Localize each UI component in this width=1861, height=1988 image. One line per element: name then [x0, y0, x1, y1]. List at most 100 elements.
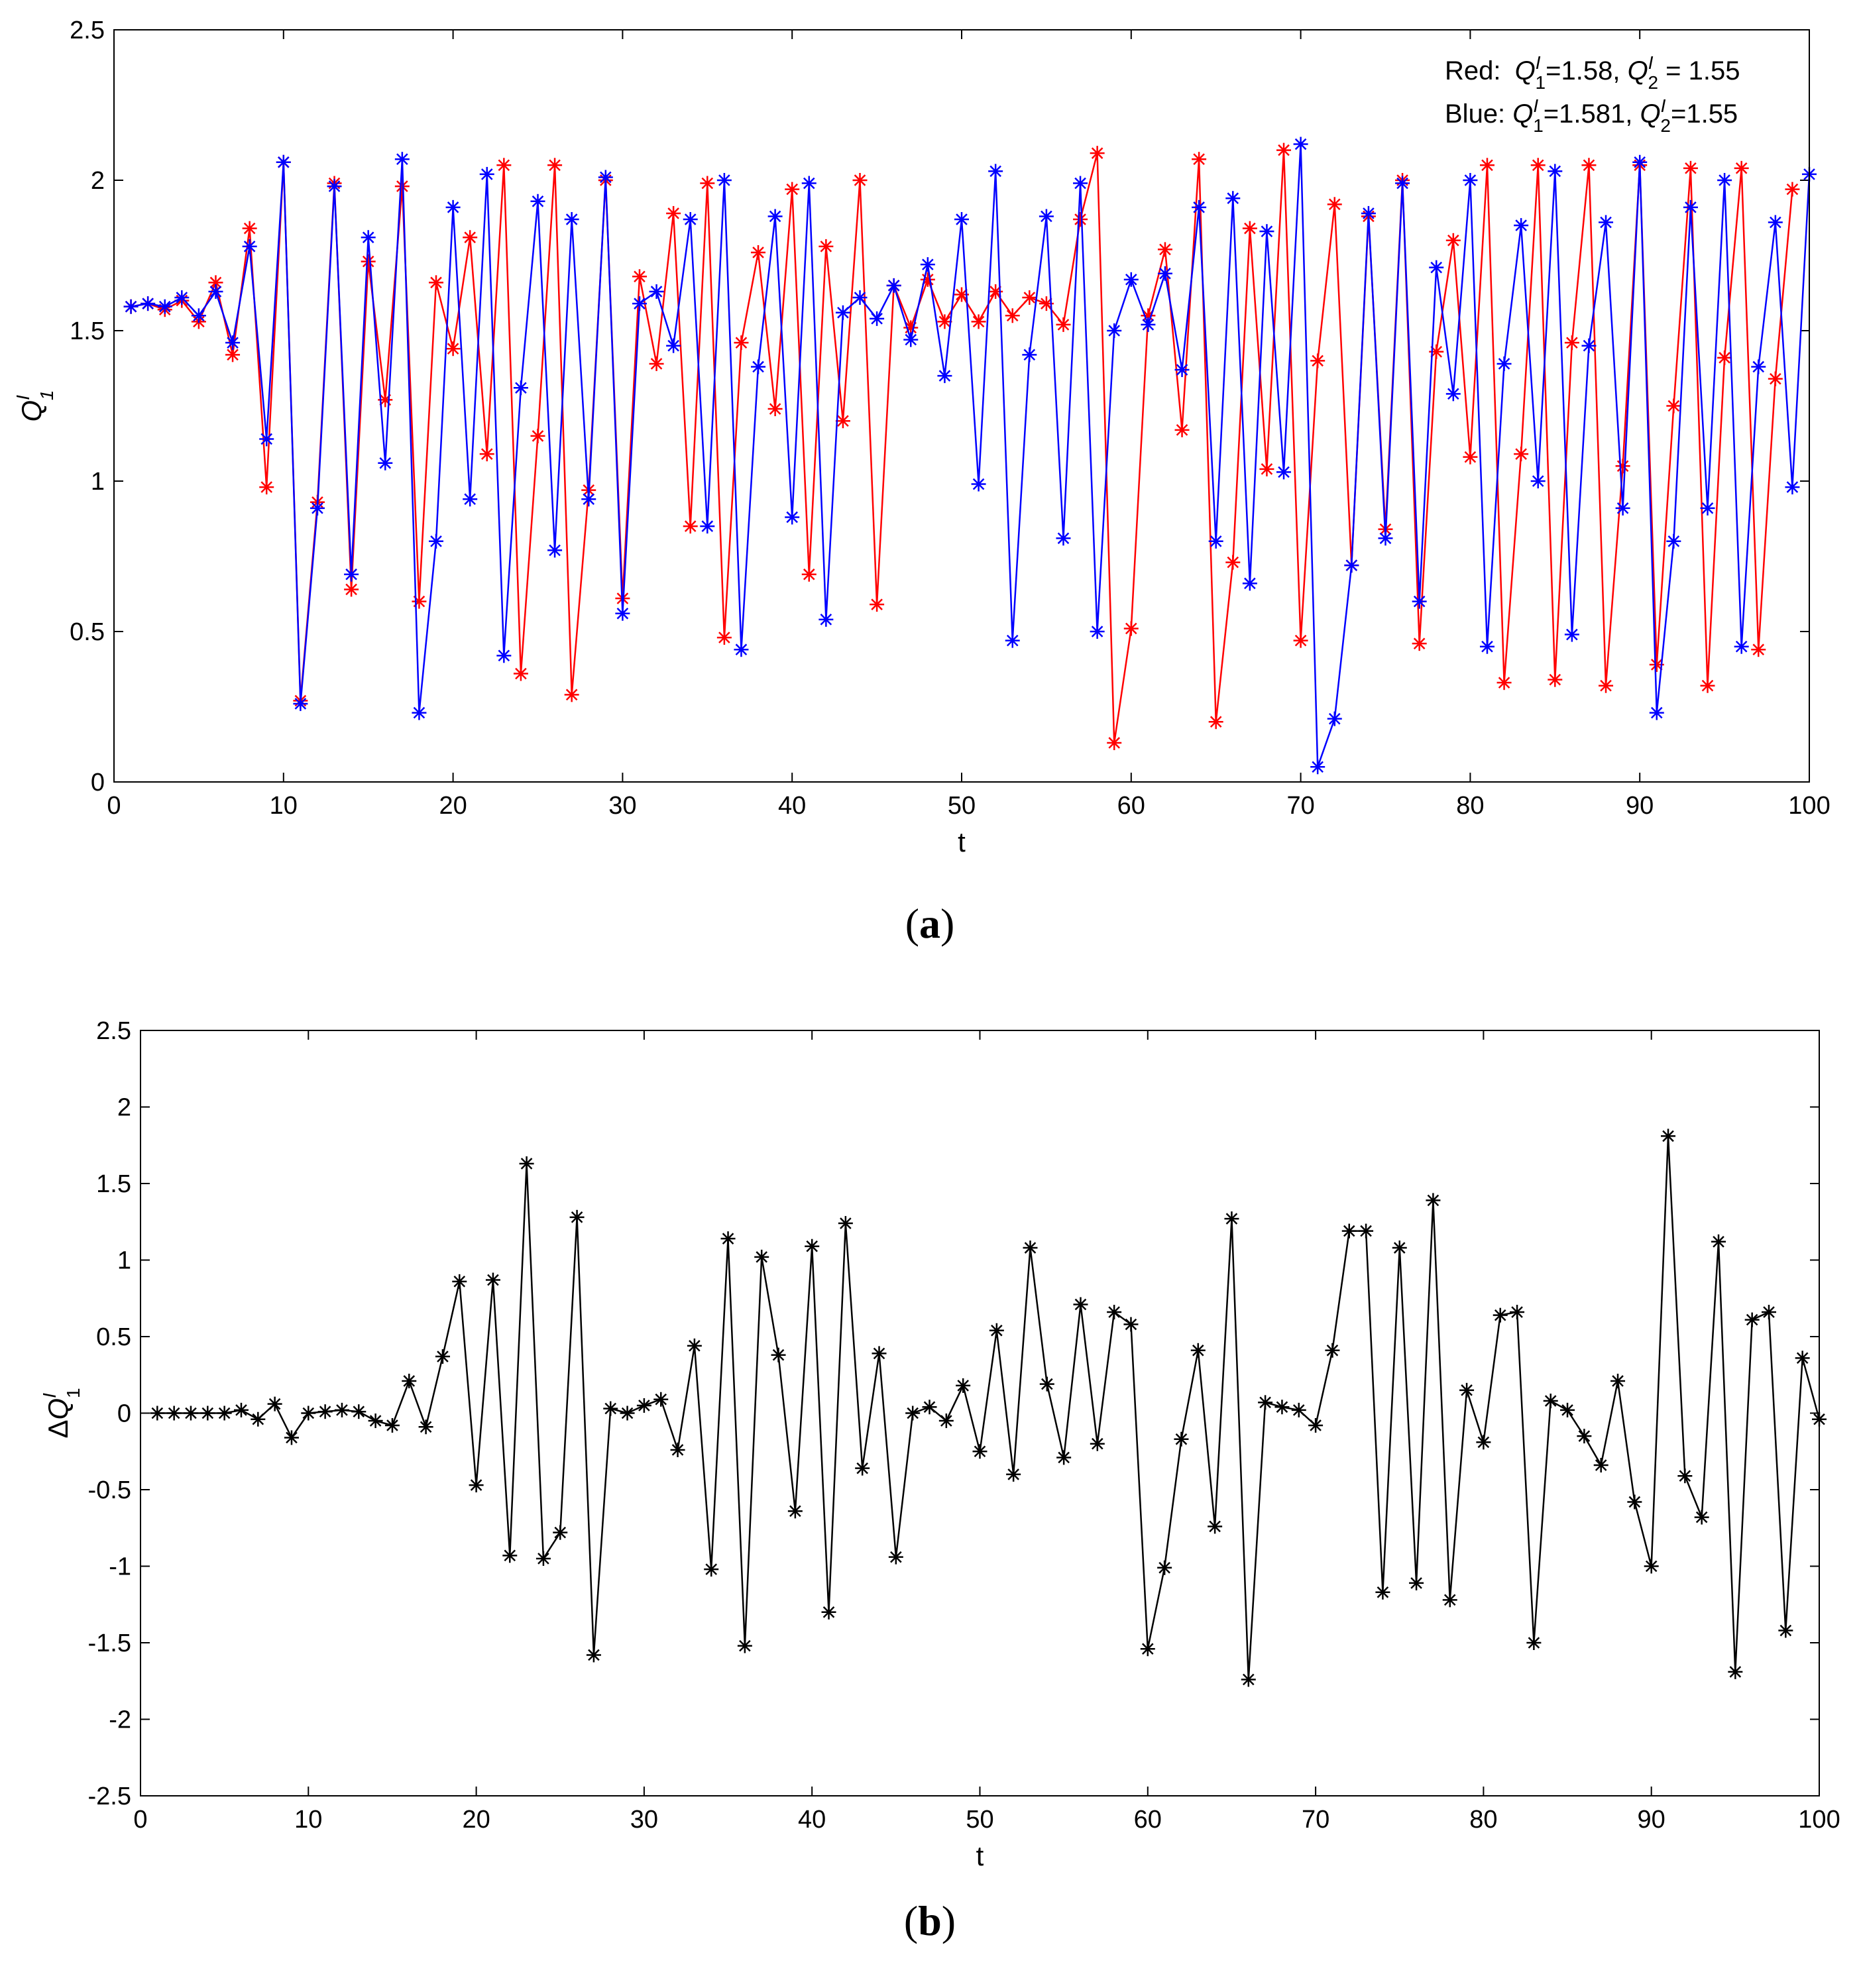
- data-point-red: [1530, 158, 1546, 173]
- data-point-blue: [870, 311, 885, 326]
- y-tick-label: 0: [91, 769, 105, 797]
- panel-a-y-tick-labels: 0 0.5 1 1.5 2 2.5: [70, 17, 105, 797]
- data-point-difference: [1762, 1305, 1777, 1320]
- data-point-red: [1276, 142, 1292, 158]
- panel-a-y-axis-title: QI 1: [13, 390, 57, 421]
- data-point-red: [801, 567, 817, 582]
- data-point-blue: [1208, 533, 1223, 549]
- x-tick-label: 10: [294, 1806, 322, 1834]
- data-point-blue: [1022, 347, 1037, 362]
- data-point-blue: [1378, 531, 1393, 546]
- legend-entry-blue: Blue: QI 1=1.581, QI 2=1.55: [1445, 95, 1738, 136]
- data-point-difference: [787, 1504, 803, 1519]
- data-point-blue: [1429, 260, 1444, 275]
- data-point-blue: [1327, 711, 1342, 726]
- series-line-difference: [157, 1136, 1821, 1680]
- data-point-blue: [429, 533, 444, 549]
- y-tick-label: -0.5: [88, 1476, 131, 1504]
- data-point-difference: [183, 1406, 198, 1421]
- data-point-red: [1700, 678, 1715, 693]
- x-tick-label: 30: [608, 792, 636, 820]
- y-tick-label: 0.5: [96, 1323, 131, 1351]
- data-point-difference: [1426, 1193, 1441, 1208]
- data-point-difference: [1291, 1402, 1306, 1417]
- data-point-difference: [1610, 1373, 1626, 1388]
- legend-red-label: Red:: [1445, 56, 1501, 85]
- data-point-blue: [174, 290, 190, 305]
- x-tick-label: 50: [948, 792, 976, 820]
- series-line-blue: [131, 144, 1811, 767]
- data-point-red: [547, 158, 563, 173]
- data-point-blue: [123, 299, 139, 314]
- data-point-difference: [1543, 1394, 1558, 1409]
- data-point-red: [1548, 672, 1563, 687]
- chart-panel-b: 0 10 20 30 40 50 60 70 80 90 100 -2.5-2-1.5-1-0.50…: [39, 1017, 1840, 1944]
- x-tick-label: 40: [798, 1806, 826, 1834]
- data-point-difference: [1577, 1429, 1592, 1444]
- data-point-blue: [1141, 317, 1156, 332]
- data-point-red: [496, 158, 512, 173]
- data-point-difference: [1274, 1400, 1290, 1415]
- data-point-red: [1649, 657, 1664, 672]
- data-point-difference: [1728, 1664, 1743, 1679]
- data-point-blue: [1395, 176, 1410, 191]
- data-point-blue: [835, 305, 850, 320]
- y-tick-label: -1.5: [88, 1629, 131, 1657]
- panel-b-x-tick-labels: 0 10 20 30 40 50 60 70 80 90 100: [133, 1806, 1840, 1834]
- x-tick-label: 60: [1117, 792, 1145, 820]
- data-point-blue: [937, 368, 952, 384]
- data-point-blue: [1310, 759, 1325, 775]
- data-point-red: [1174, 422, 1190, 437]
- data-point-difference: [603, 1401, 618, 1416]
- data-point-blue: [1039, 209, 1054, 224]
- data-point-difference: [150, 1406, 165, 1421]
- data-point-blue: [852, 290, 868, 305]
- data-point-red: [1785, 182, 1800, 197]
- panel-a-axes-frame: [113, 29, 1810, 783]
- data-point-red: [1005, 308, 1020, 323]
- data-point-difference: [1359, 1223, 1374, 1239]
- data-point-difference: [1208, 1519, 1223, 1534]
- data-point-blue: [988, 164, 1003, 179]
- data-point-difference: [1157, 1560, 1172, 1575]
- data-point-red: [649, 356, 664, 371]
- data-point-blue: [751, 359, 766, 374]
- data-point-blue: [1174, 362, 1190, 378]
- panel-b-caption: (b): [904, 1897, 956, 1944]
- data-point-difference: [720, 1231, 736, 1246]
- data-point-difference: [1140, 1641, 1155, 1657]
- data-point-difference: [1107, 1305, 1122, 1320]
- data-point-red: [1123, 621, 1139, 636]
- data-point-blue: [225, 335, 241, 351]
- data-point-difference: [838, 1216, 853, 1231]
- data-point-blue: [1649, 705, 1664, 720]
- data-point-red: [852, 173, 868, 188]
- data-point-blue: [1768, 215, 1783, 230]
- data-point-blue: [1445, 386, 1461, 402]
- data-point-red: [1242, 221, 1257, 236]
- data-point-blue: [1361, 205, 1376, 221]
- data-point-difference: [1224, 1211, 1239, 1227]
- data-point-blue: [700, 519, 715, 534]
- data-point-blue: [479, 166, 494, 182]
- data-point-red: [344, 582, 359, 597]
- data-point-red: [734, 335, 749, 351]
- chart-panel-a: 0 10 20 30 40 50 60 70 80 90 100 0 0.5 1 1.5 2 2.5 t QI…: [13, 17, 1831, 947]
- data-point-blue: [1564, 627, 1579, 642]
- data-point-red: [412, 594, 427, 609]
- data-point-blue: [496, 648, 512, 663]
- data-point-difference: [972, 1444, 987, 1459]
- data-point-blue: [1700, 500, 1715, 516]
- data-point-red: [700, 176, 715, 191]
- data-point-red: [870, 597, 885, 612]
- data-point-red: [259, 480, 274, 495]
- x-tick-label: 70: [1302, 1806, 1329, 1834]
- y-tick-label: 2.5: [70, 17, 105, 44]
- data-point-red: [785, 182, 800, 197]
- data-point-difference: [1744, 1312, 1760, 1327]
- data-point-difference: [251, 1411, 266, 1427]
- data-point-difference: [821, 1604, 836, 1620]
- data-point-red: [1514, 447, 1529, 462]
- data-point-difference: [267, 1396, 282, 1411]
